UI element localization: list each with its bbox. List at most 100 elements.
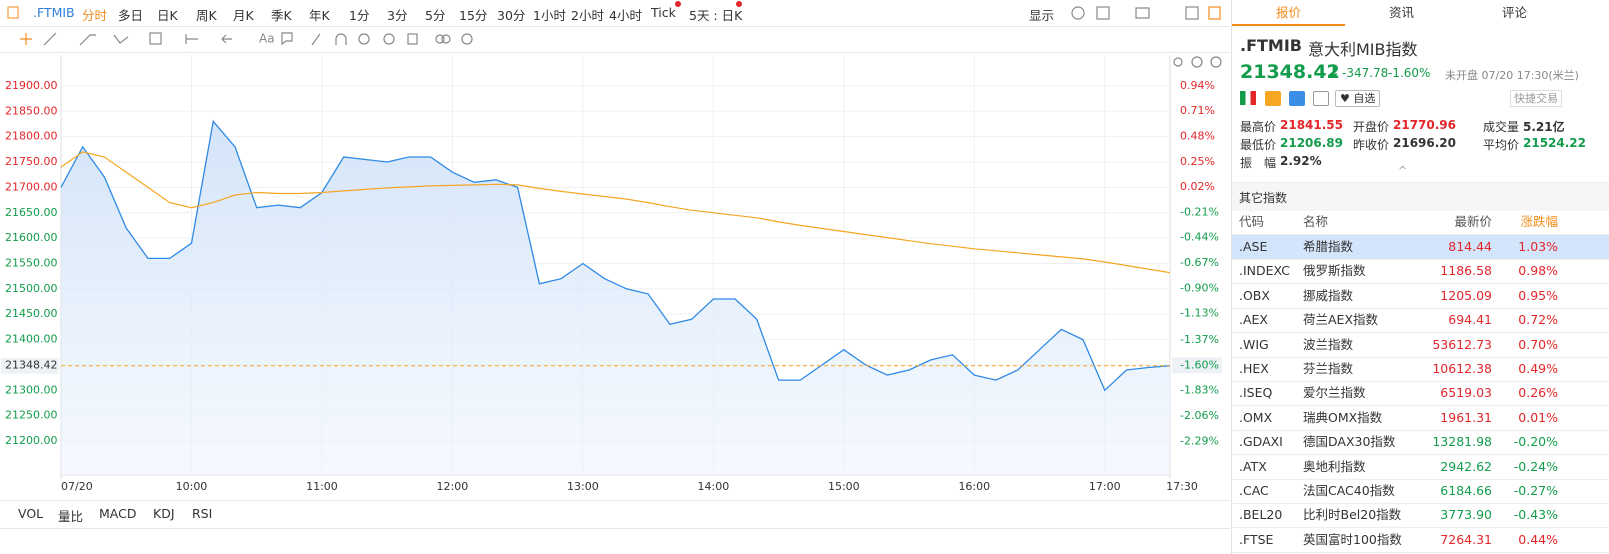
period-tab[interactable]: 15分: [459, 8, 488, 23]
change-cell: 0.49%: [1518, 361, 1558, 376]
y-tick-label: 21800.00: [5, 130, 58, 143]
x-tick-label: 16:00: [958, 480, 990, 493]
text-tool[interactable]: Aa: [259, 32, 275, 46]
x-tick-label: 12:00: [437, 480, 469, 493]
icon[interactable]: [1313, 91, 1329, 106]
name-cell: 荷兰AEX指数: [1303, 312, 1379, 328]
last-cell: 1205.09: [1440, 287, 1492, 303]
code-cell: .ISEQ: [1239, 385, 1273, 401]
y2-tick-label: -0.44%: [1180, 231, 1219, 244]
price-area: [61, 121, 1170, 476]
indicator-tab[interactable]: VOL: [18, 506, 44, 521]
change-cell: 1.03%: [1518, 239, 1558, 254]
y2-tick-label: 0.48%: [1180, 129, 1215, 142]
x-tick-label: 15:00: [828, 480, 860, 493]
price: 21348.42: [1240, 61, 1340, 83]
period-tab[interactable]: 多日: [118, 8, 144, 23]
y-tick-label: 21850.00: [5, 104, 58, 117]
icon[interactable]: [1265, 91, 1281, 106]
period-tab[interactable]: 3分: [387, 8, 408, 23]
quick-trade[interactable]: 快捷交易: [1510, 90, 1562, 107]
y-tick-label: 21900.00: [5, 79, 58, 92]
table-row[interactable]: .HEX 芬兰指数 10612.38 0.49%: [1232, 357, 1609, 382]
period-tab[interactable]: 月K: [233, 8, 254, 23]
index-name: 意大利MIB指数: [1308, 40, 1418, 59]
indicator-tab[interactable]: 量比: [58, 509, 84, 524]
panel-tab[interactable]: 报价: [1232, 0, 1345, 26]
change-cell: -0.43%: [1513, 507, 1558, 523]
display-menu[interactable]: 显示: [1029, 8, 1055, 23]
panel-tab[interactable]: 资讯: [1388, 5, 1414, 20]
stat-value: 2.92%: [1280, 154, 1322, 168]
code-cell: .BEL20: [1239, 507, 1283, 523]
draw-tools[interactable]: [20, 6, 1222, 68]
icon[interactable]: [1289, 91, 1305, 106]
period-tab[interactable]: 日K: [157, 8, 178, 23]
collapse[interactable]: ^: [1398, 164, 1408, 177]
y2-tick-label: -0.67%: [1180, 256, 1219, 269]
period-tab[interactable]: 分时: [82, 8, 108, 23]
stat-value: 5.21亿: [1523, 120, 1565, 134]
y-tick-label: 21600.00: [5, 231, 58, 244]
table-row[interactable]: .OMX 瑞典OMX指数 1961.31 0.01%: [1232, 406, 1609, 431]
period-tab[interactable]: 季K: [271, 8, 292, 23]
table-row[interactable]: .ISEQ 爱尔兰指数 6519.03 0.26%: [1232, 381, 1609, 407]
change-cell: 0.26%: [1518, 385, 1558, 401]
header-cell: 最新价: [1454, 214, 1492, 229]
y2-tick-label: -2.29%: [1180, 434, 1219, 447]
indicator-tab[interactable]: RSI: [192, 506, 213, 521]
period-tab[interactable]: 1分: [349, 8, 370, 23]
table-row[interactable]: .BEL20 比利时Bel20指数 3773.90 -0.43%: [1232, 503, 1609, 529]
watch-button[interactable]: ♥ 自选: [1335, 90, 1381, 107]
y2-tick-label: 0.25%: [1180, 155, 1215, 168]
period-tab[interactable]: 5分: [425, 8, 446, 23]
table-row[interactable]: .ASE 希腊指数 814.44 1.03%: [1232, 235, 1609, 260]
y-tick-label: 21700.00: [5, 180, 58, 193]
stat-label: 成交量: [1483, 120, 1520, 134]
header-cell: 名称: [1303, 214, 1329, 229]
change-cell: 0.44%: [1518, 531, 1558, 547]
period-tab[interactable]: 1小时: [533, 8, 566, 23]
period-tab[interactable]: Tick: [651, 5, 676, 20]
watch-label: 自选: [1353, 92, 1376, 105]
table-row[interactable]: .AEX 荷兰AEX指数 694.41 0.72%: [1232, 308, 1609, 334]
change: -347.78: [1342, 66, 1389, 80]
table-row[interactable]: .ATX 奥地利指数 2942.62 -0.24%: [1232, 455, 1609, 480]
y-tick-label: 21650.00: [5, 206, 58, 219]
down-arrow: ↓: [1327, 62, 1341, 81]
x-tick-label: 07/20: [61, 480, 93, 493]
name-cell: 英国富时100指数: [1303, 531, 1402, 547]
code-cell: .HEX: [1239, 361, 1269, 376]
table-row[interactable]: .OBX 挪威指数 1205.09 0.95%: [1232, 284, 1609, 309]
table-row[interactable]: .WIG 波兰指数 53612.73 0.70%: [1232, 333, 1609, 358]
y2-tick-label: -1.13%: [1180, 307, 1219, 320]
quote-panel: 报价 资讯 评论 .FTMIB 意大利MIB指数 21348.42 ↓ -347.7…: [1231, 0, 1609, 554]
panel-tab[interactable]: 评论: [1501, 5, 1527, 20]
symbol-tab[interactable]: .FTMIB: [33, 5, 75, 20]
period-tab[interactable]: 年K: [309, 8, 330, 23]
period-tab[interactable]: 30分: [497, 8, 526, 23]
name-cell: 法国CAC40指数: [1303, 483, 1395, 498]
header-cell: 涨跌幅: [1520, 214, 1558, 229]
table-row[interactable]: .FTSE 英国富时100指数 7264.31 0.44%: [1232, 528, 1609, 553]
code-cell: .GDAXI: [1239, 434, 1283, 450]
y-tick-label: 21400.00: [5, 333, 58, 346]
table-row[interactable]: .CAC 法国CAC40指数 6184.66 -0.27%: [1232, 479, 1609, 504]
name-cell: 德国DAX30指数: [1303, 434, 1396, 450]
table-row[interactable]: .INDEXC 俄罗斯指数 1186.58 0.98%: [1232, 259, 1609, 285]
change-cell: -0.24%: [1513, 458, 1558, 474]
period-tab[interactable]: 4小时: [609, 8, 642, 23]
code-cell: .ASE: [1239, 239, 1268, 254]
table-row[interactable]: .GDAXI 德国DAX30指数 13281.98 -0.20%: [1232, 430, 1609, 456]
period-tab[interactable]: 周K: [196, 8, 217, 23]
x-tick-label: 17:30: [1166, 480, 1198, 493]
period-tab[interactable]: 2小时: [571, 8, 604, 23]
y2-tick-label: -0.90%: [1180, 281, 1219, 294]
indicator-tab[interactable]: KDJ: [153, 506, 175, 521]
period-tab[interactable]: 5天 : 日K: [689, 8, 743, 23]
y-tick-label: 21500.00: [5, 282, 58, 295]
indicator-tab[interactable]: MACD: [99, 506, 137, 521]
last-cell: 2942.62: [1440, 458, 1492, 474]
status: 未开盘 07/20 17:30(米兰): [1445, 69, 1579, 82]
